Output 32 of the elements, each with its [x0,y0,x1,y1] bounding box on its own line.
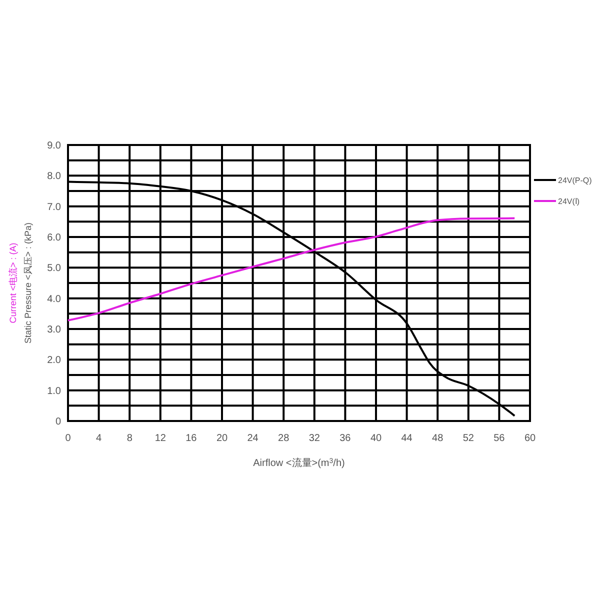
x-tick-label: 56 [494,433,506,444]
x-axis-title: Airflow <流量>(m$^{3}$/h) [253,457,345,469]
x-tick-label: 36 [340,433,352,444]
x-tick-label: 20 [216,433,228,444]
y-tick-label: 7.0 [47,202,62,213]
x-tick-label: 60 [524,433,536,444]
x-tick-label: 52 [462,433,474,444]
x-tick-label: 12 [154,433,166,444]
y-axis-title: Static Pressure <风压> : (kPa) [23,222,33,344]
y-tick-label: 3.0 [47,324,62,336]
y-tick-label: 9.0 [47,140,62,152]
text: 1.0 [47,386,61,397]
legend-label: 24V(Ⅰ) [558,196,580,206]
line-series [67,217,516,322]
y-tick-label: 8.0 [47,171,62,182]
x-tick-label: 48 [432,433,444,444]
y-tick-label: 4.0 [47,294,62,305]
x-tick-label: 24 [247,433,259,444]
x-tick-label: 8 [126,433,133,444]
y-tick-label: 0 [55,416,62,428]
x-tick-label: 44 [401,433,413,444]
x-tick-label: 32 [308,433,320,444]
y-tick-label: 6.0 [47,232,62,244]
x-tick-label: 16 [186,433,198,444]
y-tick-label: 2.0 [47,355,62,366]
x-tick-label: 0 [65,433,72,444]
x-tick-label: 28 [278,433,290,444]
x-tick-label: 4 [96,433,102,444]
legend-label: 24V(P-Q) [558,176,592,185]
y2-axis-title: Current <电流> : (A) [8,242,18,324]
y-tick-label: 5.0 [47,263,62,274]
x-tick-label: 40 [370,433,382,444]
